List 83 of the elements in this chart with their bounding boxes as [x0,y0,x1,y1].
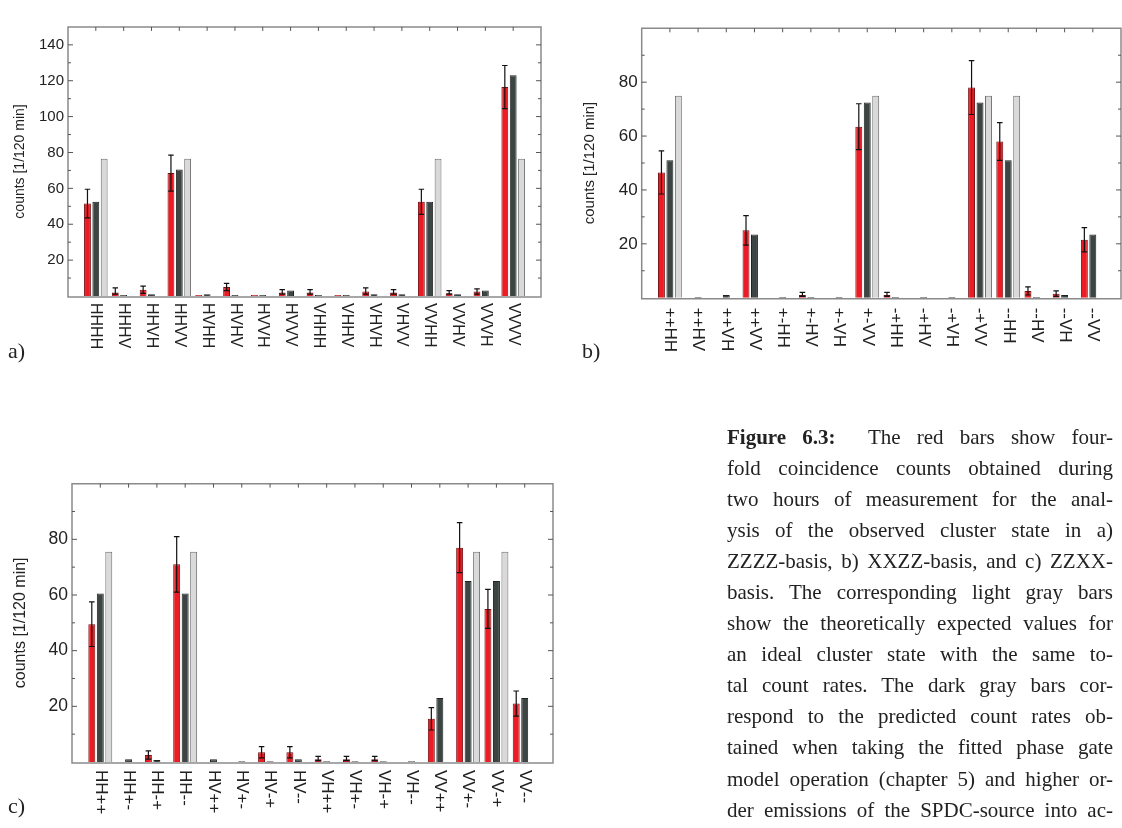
y-axis-title: counts [1/120 min] [11,557,29,689]
y-tick-label: 20 [48,695,69,716]
text: c) [8,793,26,818]
text: basis. The corresponding light gray bars [727,579,1113,604]
text: tal count rates. The dark gray bars cor- [727,673,1113,698]
y-tick-label: 140 [38,34,64,52]
x-tick-label: --VH [1055,307,1075,343]
y-tick-label: 80 [618,71,638,91]
text: ysis of the observed cluster state in a) [727,517,1113,542]
x-tick-label: HVHH [199,303,217,349]
x-tick-label: HV+- [233,770,253,810]
x-tick-label: -+HV [914,307,934,348]
y-axis-title: counts [1/120 min] [580,101,598,225]
text: b) [582,338,601,363]
y-tick-label: 60 [48,583,69,604]
x-tick-label: HH-- [176,770,196,806]
x-tick-label: HV++ [204,770,224,814]
y-tick-label: 40 [48,639,69,660]
x-tick-label: ++VV [745,307,765,351]
x-tick-label: -+HH [886,307,906,348]
x-tick-label: VHHH [311,303,329,349]
x-tick-label: HHHH [88,303,106,350]
x-tick-label: VV++ [431,770,451,813]
x-tick-label: --HH [999,307,1019,344]
x-tick-label: --HV [1027,307,1047,344]
x-tick-label: +-VV [858,307,878,347]
text: a) [8,338,26,363]
text: ZZZZ-basis, b) XXZZ-basis, and c) ZZXX- [727,548,1113,573]
x-tick-label: VV+- [459,770,479,809]
text: two hours of measurement for the anal- [727,486,1113,511]
x-tick-label: HHVV [171,303,189,348]
y-tick-label: 80 [48,528,69,549]
x-tick-label: VVVH [477,303,495,347]
x-tick-label: +-VH [830,307,850,347]
text: respond to the predicted count rates ob- [727,704,1113,729]
x-tick-label: VH+- [346,770,366,810]
x-tick-label: +-HH [773,307,793,348]
x-tick-label: --VV [1084,307,1104,343]
x-tick-label: HV-- [289,770,309,804]
x-tick-label: -+VH [943,307,963,347]
text: show the theoretically expected values for [727,611,1113,636]
x-tick-label: VVHV [450,303,468,347]
y-tick-label: 20 [47,250,64,268]
text: der emissions of the SPDC-source into ac- [727,797,1113,822]
x-tick-label: HHHV [116,303,134,349]
x-tick-label: VH-- [402,770,422,805]
x-tick-label: VVHH [422,303,440,348]
y-tick-label: 40 [618,179,638,199]
x-tick-label: VHHV [338,303,356,348]
y-axis-title: counts [1/120 min] [10,104,27,219]
x-tick-label: VH++ [317,770,337,814]
x-tick-label: HV-+ [261,770,281,809]
x-tick-label: HVHV [227,303,245,348]
x-tick-label: -+VV [971,307,991,347]
x-tick-label: HVVH [255,303,273,348]
x-tick-label: ++HH [661,307,681,353]
x-tick-label: VVVV [505,303,523,347]
text: The red bars show four- [867,424,1113,449]
x-tick-label: ++VH [717,307,737,352]
x-tick-label: HH-+ [148,770,168,811]
text: Figure 6.3: [727,424,836,449]
y-tick-label: 40 [47,214,64,232]
y-tick-label: 120 [38,70,64,88]
x-tick-label: HH++ [91,770,111,815]
text: tained when taking the fitted phase gate [727,735,1113,760]
y-tick-label: 20 [618,233,638,253]
x-tick-label: VV-+ [487,770,507,808]
x-tick-label: VH-+ [374,770,394,810]
x-tick-label: VV-- [516,770,536,804]
x-tick-label: ++HV [689,307,709,352]
x-tick-label: HVVV [283,303,301,347]
y-tick-label: 60 [47,178,64,196]
x-tick-label: HHVH [144,303,162,349]
x-tick-label: VHVV [394,303,412,347]
text: fold coincidence counts obtained during [727,455,1113,480]
x-tick-label: HH+- [119,770,139,811]
text: an ideal cluster state with the same to- [727,642,1113,667]
y-tick-label: 100 [38,106,64,124]
x-tick-label: VHVH [366,303,384,348]
y-tick-label: 60 [618,125,638,145]
x-tick-label: +-HV [802,307,822,348]
y-tick-label: 80 [47,142,64,160]
text: model operation (chapter 5) and higher or- [727,766,1113,791]
